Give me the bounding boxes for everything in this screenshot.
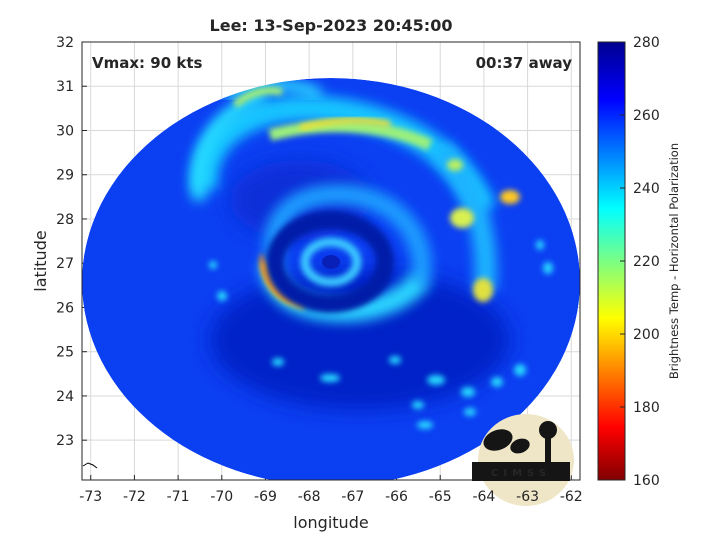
- colorbar-tick-labels: 160 180 200 220 240 260 280: [620, 35, 660, 489]
- brightness-temp-swath: [82, 78, 580, 480]
- x-tick-label: -67: [341, 489, 364, 505]
- x-tick-label: -69: [254, 489, 277, 505]
- y-axis-label: latitude: [31, 230, 50, 291]
- x-axis-label: longitude: [293, 513, 368, 532]
- colorbar-label: Brightness Temp - Horizontal Polarizatio…: [667, 143, 681, 379]
- x-tick-label: -72: [123, 489, 146, 505]
- plot-frame: [81, 41, 581, 481]
- colorbar-tick-label: 160: [633, 473, 660, 489]
- y-tick-label: 29: [56, 168, 74, 184]
- y-tick-label: 24: [56, 389, 74, 405]
- x-tick-label: -73: [79, 489, 102, 505]
- colorbar-tick-label: 260: [633, 108, 660, 124]
- y-tick-label: 25: [56, 345, 74, 361]
- x-tick-label: -71: [167, 489, 190, 505]
- y-tick-label: 27: [56, 256, 74, 272]
- logo-text: CIMSS: [491, 468, 551, 479]
- x-tick-label: -63: [516, 489, 539, 505]
- y-tick-label: 28: [56, 212, 74, 228]
- x-tick-label: -64: [472, 489, 495, 505]
- colorbar-tick-label: 240: [633, 181, 660, 197]
- y-tick-label: 31: [56, 79, 74, 95]
- y-tick-label: 32: [56, 35, 74, 51]
- y-tick-label: 26: [56, 300, 74, 316]
- colorbar-tick-label: 200: [633, 327, 660, 343]
- cimss-logo: CIMSS: [472, 414, 574, 506]
- x-tick-label: -70: [210, 489, 233, 505]
- colorbar-tick-label: 220: [633, 254, 660, 270]
- chart-title: Lee: 13-Sep-2023 20:45:00: [210, 16, 453, 35]
- x-tick-label: -62: [560, 489, 583, 505]
- colorbar-tick-label: 180: [633, 400, 660, 416]
- x-tick-label: -66: [385, 489, 408, 505]
- x-tick-label: -65: [429, 489, 452, 505]
- x-tick-labels: -73 -72 -71 -70 -69 -68 -67 -66 -65 -64 -63 -62: [79, 489, 582, 505]
- y-tick-label: 23: [56, 433, 74, 449]
- vmax-label: Vmax: 90 kts: [92, 54, 202, 72]
- y-tick-label: 30: [56, 123, 74, 139]
- x-tick-label: -68: [298, 489, 321, 505]
- time-away-label: 00:37 away: [476, 54, 573, 72]
- colorbar-tick-label: 280: [633, 35, 660, 51]
- coastline: [82, 462, 98, 469]
- y-tick-labels: 23 24 25 26 27 28 29 30 31 32: [56, 35, 74, 449]
